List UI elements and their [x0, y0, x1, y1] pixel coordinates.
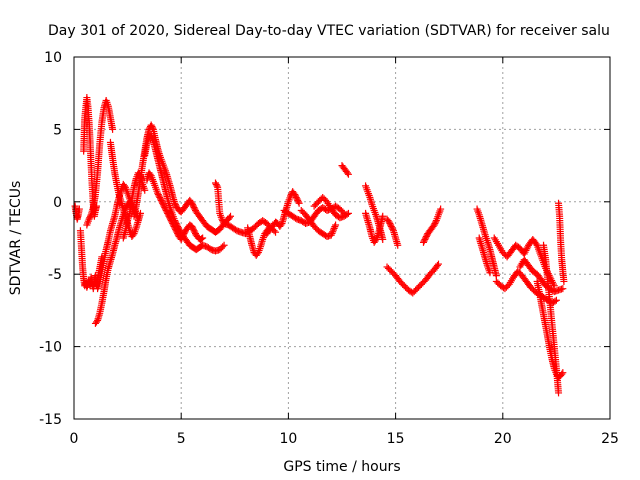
data-point [227, 212, 235, 220]
data-points [71, 94, 568, 397]
data-point [136, 209, 144, 217]
data-point [559, 285, 567, 293]
x-tick-label: 15 [387, 431, 405, 447]
data-point [225, 214, 233, 222]
data-point [219, 243, 227, 251]
data-point [434, 260, 442, 268]
data-point [552, 296, 560, 304]
plot-frame [73, 56, 611, 420]
x-tick-label: 20 [494, 431, 512, 447]
data-point [86, 212, 94, 220]
axis-ticks [73, 56, 611, 420]
data-point [93, 318, 101, 326]
data-point [330, 224, 338, 232]
data-point [277, 221, 285, 229]
data-point [331, 223, 339, 231]
data-point [344, 209, 352, 217]
data-point [198, 235, 206, 243]
data-point [559, 369, 567, 377]
data-point [327, 231, 335, 239]
data-point [379, 212, 387, 220]
y-tick-label: 10 [44, 50, 62, 66]
data-point [272, 228, 280, 236]
y-tick-label: 0 [53, 195, 62, 211]
data-point [149, 124, 157, 132]
data-point [486, 269, 494, 277]
data-point [555, 389, 563, 397]
y-tick-label: 5 [53, 122, 62, 138]
x-tick-label: 5 [177, 431, 186, 447]
data-point [328, 229, 336, 237]
data-point [213, 182, 221, 190]
data-point [433, 262, 441, 270]
data-point [432, 218, 440, 226]
x-tick-label: 25 [601, 431, 619, 447]
data-point [394, 241, 402, 249]
data-point [379, 235, 387, 243]
data-point [199, 234, 207, 242]
axis-tick-labels: 0 5 10 15 20 25 -15 -10 -5 0 5 10 [39, 50, 619, 447]
data-point [437, 205, 445, 213]
y-tick-label: -15 [39, 412, 62, 428]
x-tick-label: 10 [279, 431, 297, 447]
data-point [220, 241, 228, 249]
data-point [343, 210, 351, 218]
data-point [295, 199, 303, 207]
x-tick-label: 0 [70, 431, 79, 447]
data-point [294, 198, 302, 206]
x-axis-label: GPS time / hours [283, 459, 400, 475]
data-point [332, 221, 340, 229]
data-point [109, 125, 117, 133]
data-point [389, 225, 397, 233]
data-point [141, 186, 149, 194]
data-point [560, 277, 568, 285]
data-point [329, 228, 337, 236]
y-tick-label: -10 [39, 340, 62, 356]
chart-title: Day 301 of 2020, Sidereal Day-to-day VTE… [48, 23, 610, 39]
y-axis-label: SDTVAR / TECUs [8, 181, 24, 296]
grid [74, 57, 610, 419]
data-point [329, 226, 337, 234]
data-point [343, 169, 351, 177]
data-point [75, 205, 83, 213]
y-tick-label: -5 [48, 267, 62, 283]
data-point [344, 170, 352, 178]
